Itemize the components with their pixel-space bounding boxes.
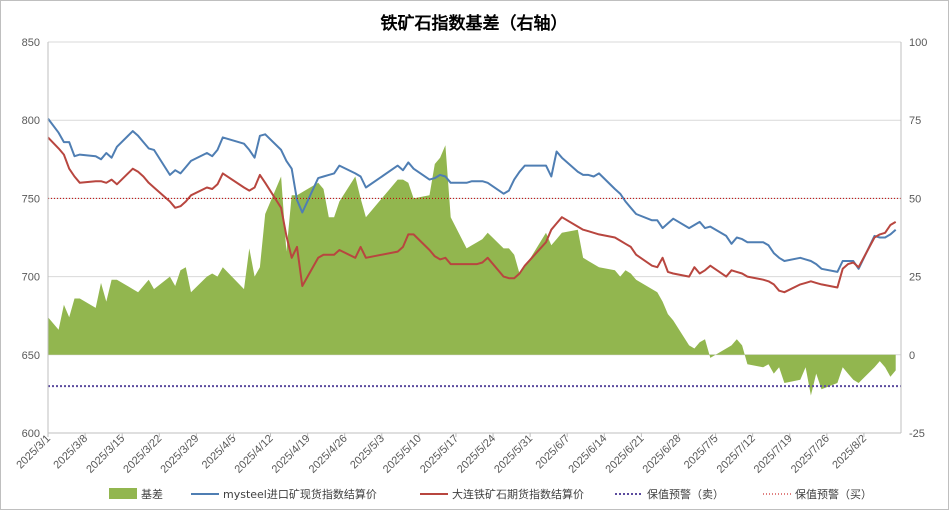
x-tick-label: 2025/7/12 <box>715 433 758 476</box>
legend-label: 保值预警（卖） <box>647 487 724 501</box>
x-tick-label: 2025/5/3 <box>348 433 387 472</box>
y-right-tick-label: 100 <box>909 37 927 49</box>
x-tick-label: 2025/4/19 <box>270 433 313 476</box>
legend-item: 基差 <box>109 487 163 501</box>
y-right-tick-label: -25 <box>909 428 925 440</box>
x-tick-label: 2025/7/5 <box>682 433 721 472</box>
x-tick-label: 2025/3/29 <box>158 433 201 476</box>
x-tick-label: 2025/8/2 <box>830 433 869 472</box>
y-left-tick-label: 750 <box>22 193 40 205</box>
y-right-tick-label: 75 <box>909 115 921 127</box>
y-right-tick-label: 50 <box>909 193 921 205</box>
lines-layer <box>47 117 897 294</box>
axes <box>47 42 902 434</box>
legend-item: 保值预警（买） <box>763 487 872 501</box>
y-left-tick-label: 800 <box>22 115 40 127</box>
x-tick-label: 2025/6/14 <box>566 433 609 476</box>
x-tick-label: 2025/5/24 <box>455 433 498 476</box>
basis-area-layer <box>48 145 896 396</box>
y-right-tick-label: 0 <box>909 350 915 362</box>
y-left-tick-label: 600 <box>22 428 40 440</box>
dce-futures-index-line <box>47 136 897 294</box>
y-right-tick-label: 25 <box>909 272 921 284</box>
y-left-axis-ticks: 600 650 700 750 800 850 <box>22 37 40 440</box>
x-tick-label: 2025/6/28 <box>641 433 684 476</box>
x-tick-label: 2025/4/26 <box>307 433 350 476</box>
x-axis-ticks: 2025/3/12025/3/82025/3/152025/3/222025/3… <box>14 433 869 476</box>
y-left-tick-label: 650 <box>22 350 40 362</box>
legend: 基差 mysteel进口矿现货指数结算价 大连铁矿石期货指数结算价 保值预警（卖） 保值… <box>109 487 872 501</box>
legend-label: 大连铁矿石期货指数结算价 <box>452 487 584 501</box>
x-tick-label: 2025/3/15 <box>84 433 127 476</box>
x-tick-label: 2025/4/5 <box>200 433 239 472</box>
x-tick-label: 2025/5/31 <box>492 433 535 476</box>
mysteel-spot-index-line <box>47 117 897 273</box>
legend-label: mysteel进口矿现货指数结算价 <box>223 487 377 501</box>
x-tick-label: 2025/5/10 <box>381 433 424 476</box>
x-tick-label: 2025/6/21 <box>603 433 646 476</box>
x-tick-label: 2025/3/8 <box>51 433 90 472</box>
x-tick-label: 2025/7/19 <box>752 433 795 476</box>
y-left-tick-label: 700 <box>22 272 40 284</box>
legend-item: mysteel进口矿现货指数结算价 <box>191 487 377 501</box>
grid <box>48 41 901 434</box>
basis-area <box>48 145 896 396</box>
x-tick-label: 2025/5/17 <box>418 433 461 476</box>
y-right-axis-ticks: -25 0 25 50 75 100 <box>909 37 927 440</box>
x-tick-label: 2025/4/12 <box>233 433 276 476</box>
legend-swatch-area <box>109 488 137 499</box>
x-tick-label: 2025/7/26 <box>789 433 832 476</box>
x-tick-label: 2025/3/22 <box>121 433 164 476</box>
chart-title: 铁矿石指数基差（右轴） <box>381 13 568 34</box>
legend-item: 大连铁矿石期货指数结算价 <box>420 487 584 501</box>
legend-label: 保值预警（买） <box>795 487 872 501</box>
legend-item: 保值预警（卖） <box>615 487 724 501</box>
legend-label: 基差 <box>141 487 163 501</box>
x-tick-label: 2025/6/7 <box>534 433 573 472</box>
warning-lines-layer <box>48 197 901 388</box>
y-left-tick-label: 850 <box>22 37 40 49</box>
